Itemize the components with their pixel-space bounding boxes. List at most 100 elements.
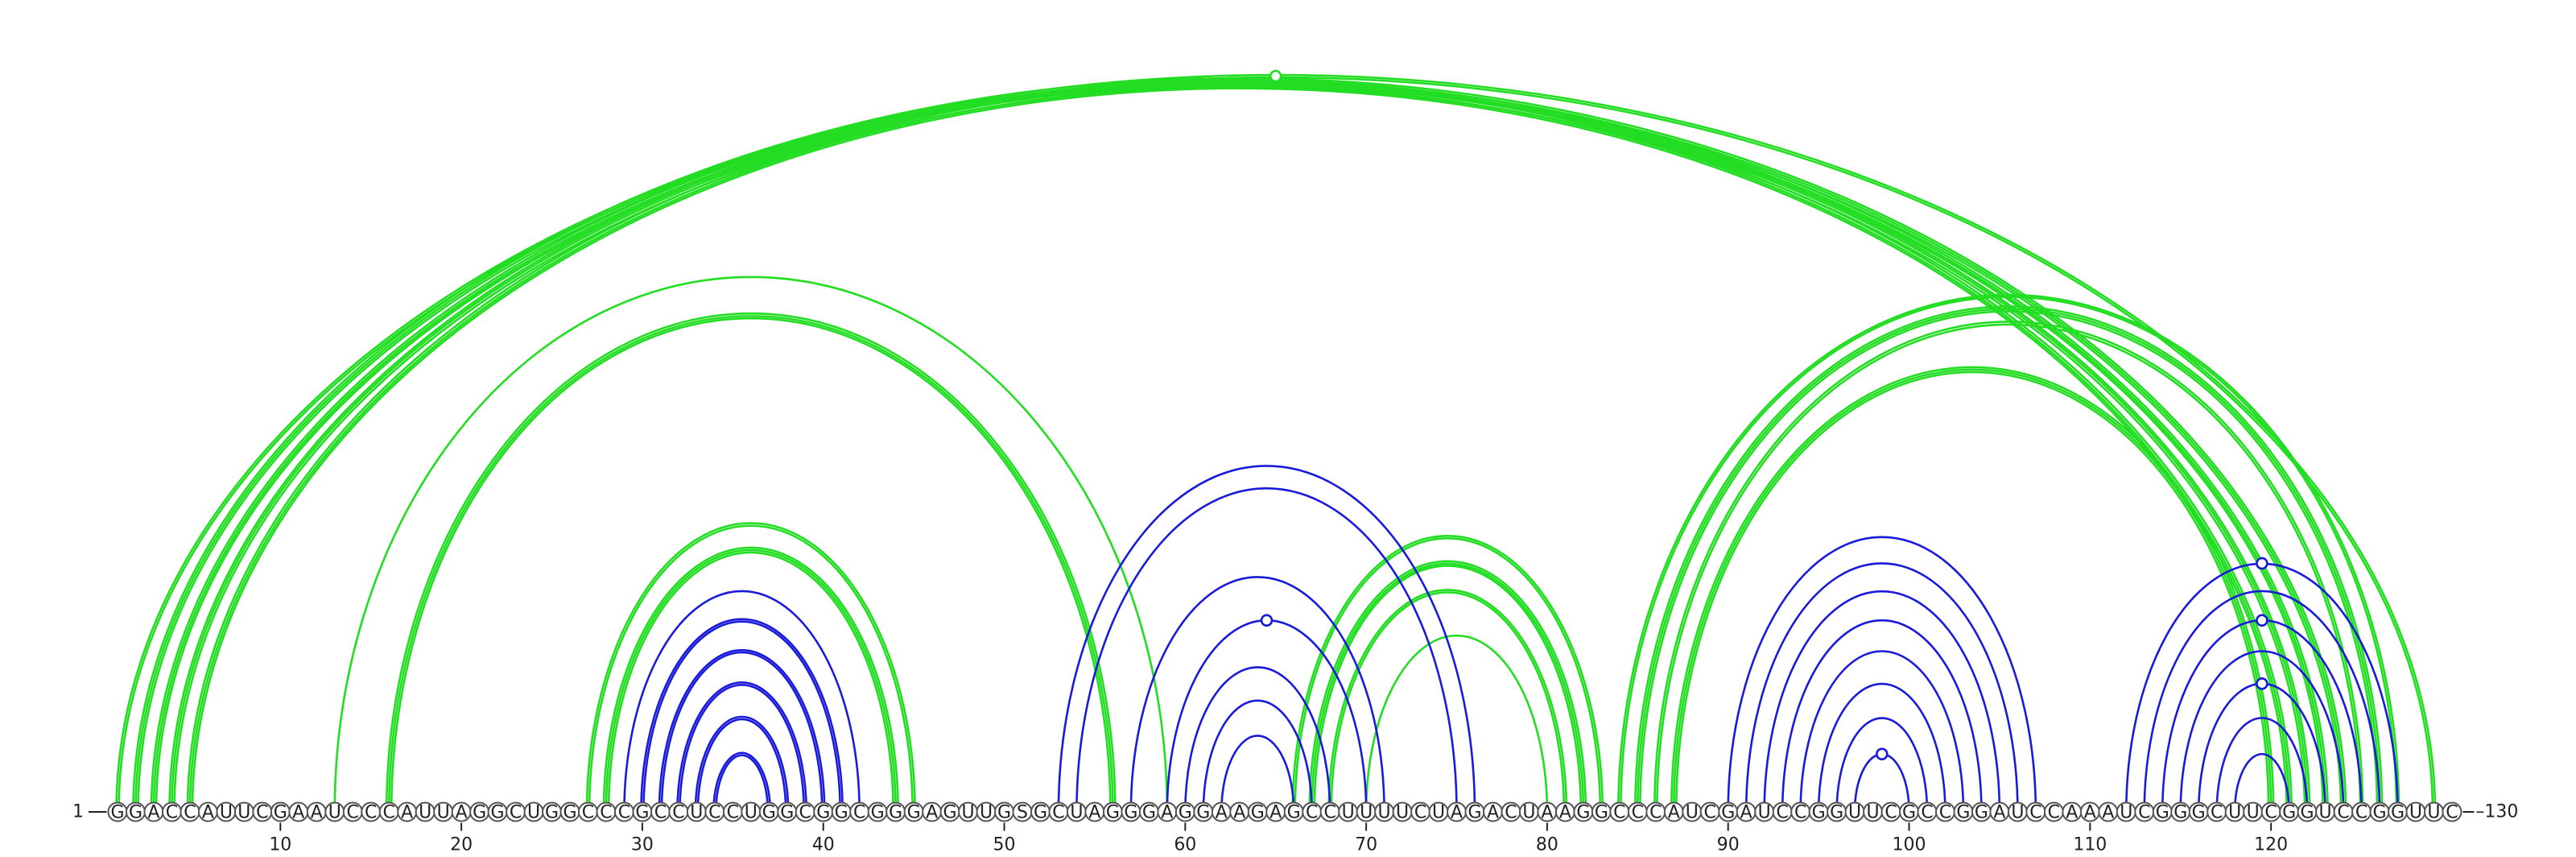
nucleotide-letter: G — [545, 803, 559, 823]
nucleotide-122: G — [2297, 801, 2318, 823]
green-arc-16-56 — [387, 314, 1114, 813]
nucleotide-letter: C — [1052, 803, 1064, 823]
nucleotide-letter: A — [1161, 803, 1173, 823]
nucleotide-82: G — [1573, 801, 1594, 823]
nucleotide-45: G — [903, 801, 924, 823]
nucleotide-letter: G — [1196, 803, 1210, 823]
nucleotide-letter: C — [2264, 803, 2277, 823]
green-arc-85-126 — [1637, 308, 2381, 813]
nucleotide-115: G — [2170, 801, 2191, 823]
nucleotide-31: C — [650, 801, 671, 823]
green-arc-68-81 — [1327, 589, 1568, 813]
tick-label-90: 90 — [1717, 835, 1740, 855]
nucleotide-circle — [2442, 801, 2462, 822]
nucleotide-63: A — [1229, 801, 1250, 823]
green-arc-27-45 — [585, 522, 916, 813]
nucleotide-letter: U — [980, 803, 993, 823]
nucleotide-letter: G — [1142, 803, 1156, 823]
nucleotide-letter: G — [816, 803, 830, 823]
nucleotide-43: G — [867, 801, 888, 823]
nucleotide-letter: G — [2301, 803, 2314, 823]
green-arc-16-56 — [390, 317, 1112, 813]
nucleotide-114: G — [2152, 801, 2173, 823]
nucleotide-29: C — [613, 801, 634, 823]
blue-arc-97-100 — [1853, 752, 1910, 813]
nucleotide-letter: G — [1902, 803, 1916, 823]
nucleotide-16: C — [378, 801, 399, 823]
nucleotide-2: G — [125, 801, 146, 823]
nucleotide-98: U — [1863, 801, 1884, 823]
nucleotide-letter: C — [383, 803, 395, 823]
nucleotide-letter: G — [635, 803, 649, 823]
tick-label-100: 100 — [1893, 835, 1926, 855]
nucleotide-letter: A — [1487, 803, 1499, 823]
nucleotide-letter: C — [510, 803, 522, 823]
nucleotide-40: G — [813, 801, 834, 823]
nucleotide-87: A — [1663, 801, 1684, 823]
nucleotide-letter: G — [997, 803, 1011, 823]
green-arc-66-83 — [1291, 534, 1604, 813]
nucleotide-letter: A — [456, 803, 468, 823]
nucleotide-11: A — [288, 801, 309, 823]
nucleotide-letter: A — [1233, 803, 1245, 823]
nucleotide-letter: U — [1360, 803, 1373, 823]
nucleotide-113: C — [2134, 801, 2155, 823]
nucleotide-33: U — [686, 801, 707, 823]
nucleotide-79: U — [1518, 801, 1539, 823]
nucleotide-73: C — [1410, 801, 1431, 823]
nucleotide-103: G — [1953, 801, 1974, 823]
green-arc-5-121 — [186, 82, 2293, 813]
nucleotide-125: C — [2351, 801, 2372, 823]
green-arc-2-124 — [137, 81, 2343, 813]
nucleotide-letter: G — [1124, 803, 1137, 823]
nucleotide-letter: A — [2066, 803, 2078, 823]
nucleotide-letter: C — [618, 803, 630, 823]
nucleotide-letter: C — [2211, 803, 2223, 823]
nucleotide-23: C — [506, 801, 526, 823]
nucleotide-72: U — [1392, 801, 1413, 823]
nucleotide-93: C — [1772, 801, 1793, 823]
nucleotide-letter: U — [2247, 803, 2260, 823]
nucleotide-9: C — [252, 801, 273, 823]
nucleotide-letter: A — [2102, 803, 2114, 823]
nucleotide-71: U — [1374, 801, 1395, 823]
nucleotide-105: A — [1989, 801, 2010, 823]
nucleotide-17: A — [397, 801, 418, 823]
green-arc-16-56 — [385, 312, 1117, 813]
nucleotide-letter: C — [1649, 803, 1662, 823]
nucleotide-3: A — [143, 801, 164, 823]
nucleotide-letter: G — [1179, 803, 1192, 823]
nucleotide-57: G — [1121, 801, 1141, 823]
blue-arc-92-105 — [1763, 590, 2001, 813]
nucleotide-121: G — [2279, 801, 2300, 823]
nucleotide-76: G — [1464, 801, 1485, 823]
nucleotide-46: A — [922, 801, 943, 823]
nucleotide-97: U — [1844, 801, 1865, 823]
tick-label-70: 70 — [1355, 835, 1377, 855]
green-arc-4-122 — [171, 83, 2309, 813]
nucleotide-19: U — [433, 801, 454, 823]
nucleotide-letter: U — [2228, 803, 2241, 823]
nucleotide-letter: U — [328, 803, 341, 823]
nucleotide-38: G — [777, 801, 798, 823]
nucleotide-28: C — [596, 801, 617, 823]
blue-arc-marker-114-125 — [2256, 614, 2268, 627]
nucleotide-letter: C — [1939, 803, 1951, 823]
nucleotide-letter: U — [1378, 803, 1391, 823]
green-arc-85-126 — [1634, 305, 2384, 813]
green-arc-group — [115, 73, 2437, 813]
nucleotide-6: A — [197, 801, 218, 823]
green-arc-67-82 — [1311, 562, 1585, 813]
blue-arc-59-70 — [1166, 619, 1368, 813]
green-arc-67-82 — [1308, 560, 1587, 813]
blue-arc-33-38 — [696, 718, 787, 813]
nucleotide-15: C — [361, 801, 382, 823]
sequence-end-label: –130 — [2475, 802, 2518, 822]
blue-arc-34-37 — [712, 751, 772, 813]
nucleotide-77: A — [1482, 801, 1503, 823]
nucleotide-letter: G — [762, 803, 776, 823]
green-arc-84-127 — [1617, 293, 2401, 813]
nucleotide-letter: U — [2120, 803, 2132, 823]
nucleotide-letter: A — [147, 803, 159, 823]
blue-arc-93-104 — [1781, 619, 1983, 813]
